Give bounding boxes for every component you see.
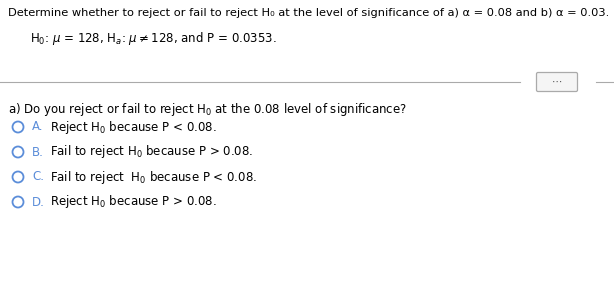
Text: Fail to reject H$_0$ because P > 0.08.: Fail to reject H$_0$ because P > 0.08.: [50, 143, 254, 161]
FancyBboxPatch shape: [537, 72, 578, 91]
Text: C.: C.: [32, 171, 44, 184]
Text: Fail to reject  H$_0$ because P < 0.08.: Fail to reject H$_0$ because P < 0.08.: [50, 168, 257, 185]
Text: Determine whether to reject or fail to reject H₀ at the level of significance of: Determine whether to reject or fail to r…: [8, 8, 609, 18]
Text: ⋯: ⋯: [552, 77, 562, 87]
Text: Reject H$_0$ because P > 0.08.: Reject H$_0$ because P > 0.08.: [50, 194, 217, 210]
Text: B.: B.: [32, 146, 44, 159]
Circle shape: [12, 171, 23, 182]
Text: H$_0$: $\mu$ = 128, H$_a$: $\mu$$\neq$128, and P = 0.0353.: H$_0$: $\mu$ = 128, H$_a$: $\mu$$\neq$12…: [30, 30, 277, 47]
Text: a) Do you reject or fail to reject H$_0$ at the 0.08 level of significance?: a) Do you reject or fail to reject H$_0$…: [8, 101, 407, 118]
Circle shape: [12, 122, 23, 132]
Circle shape: [12, 196, 23, 207]
Text: A.: A.: [32, 120, 44, 134]
Circle shape: [12, 146, 23, 157]
Text: Reject H$_0$ because P < 0.08.: Reject H$_0$ because P < 0.08.: [50, 118, 217, 136]
Text: D.: D.: [32, 196, 45, 208]
